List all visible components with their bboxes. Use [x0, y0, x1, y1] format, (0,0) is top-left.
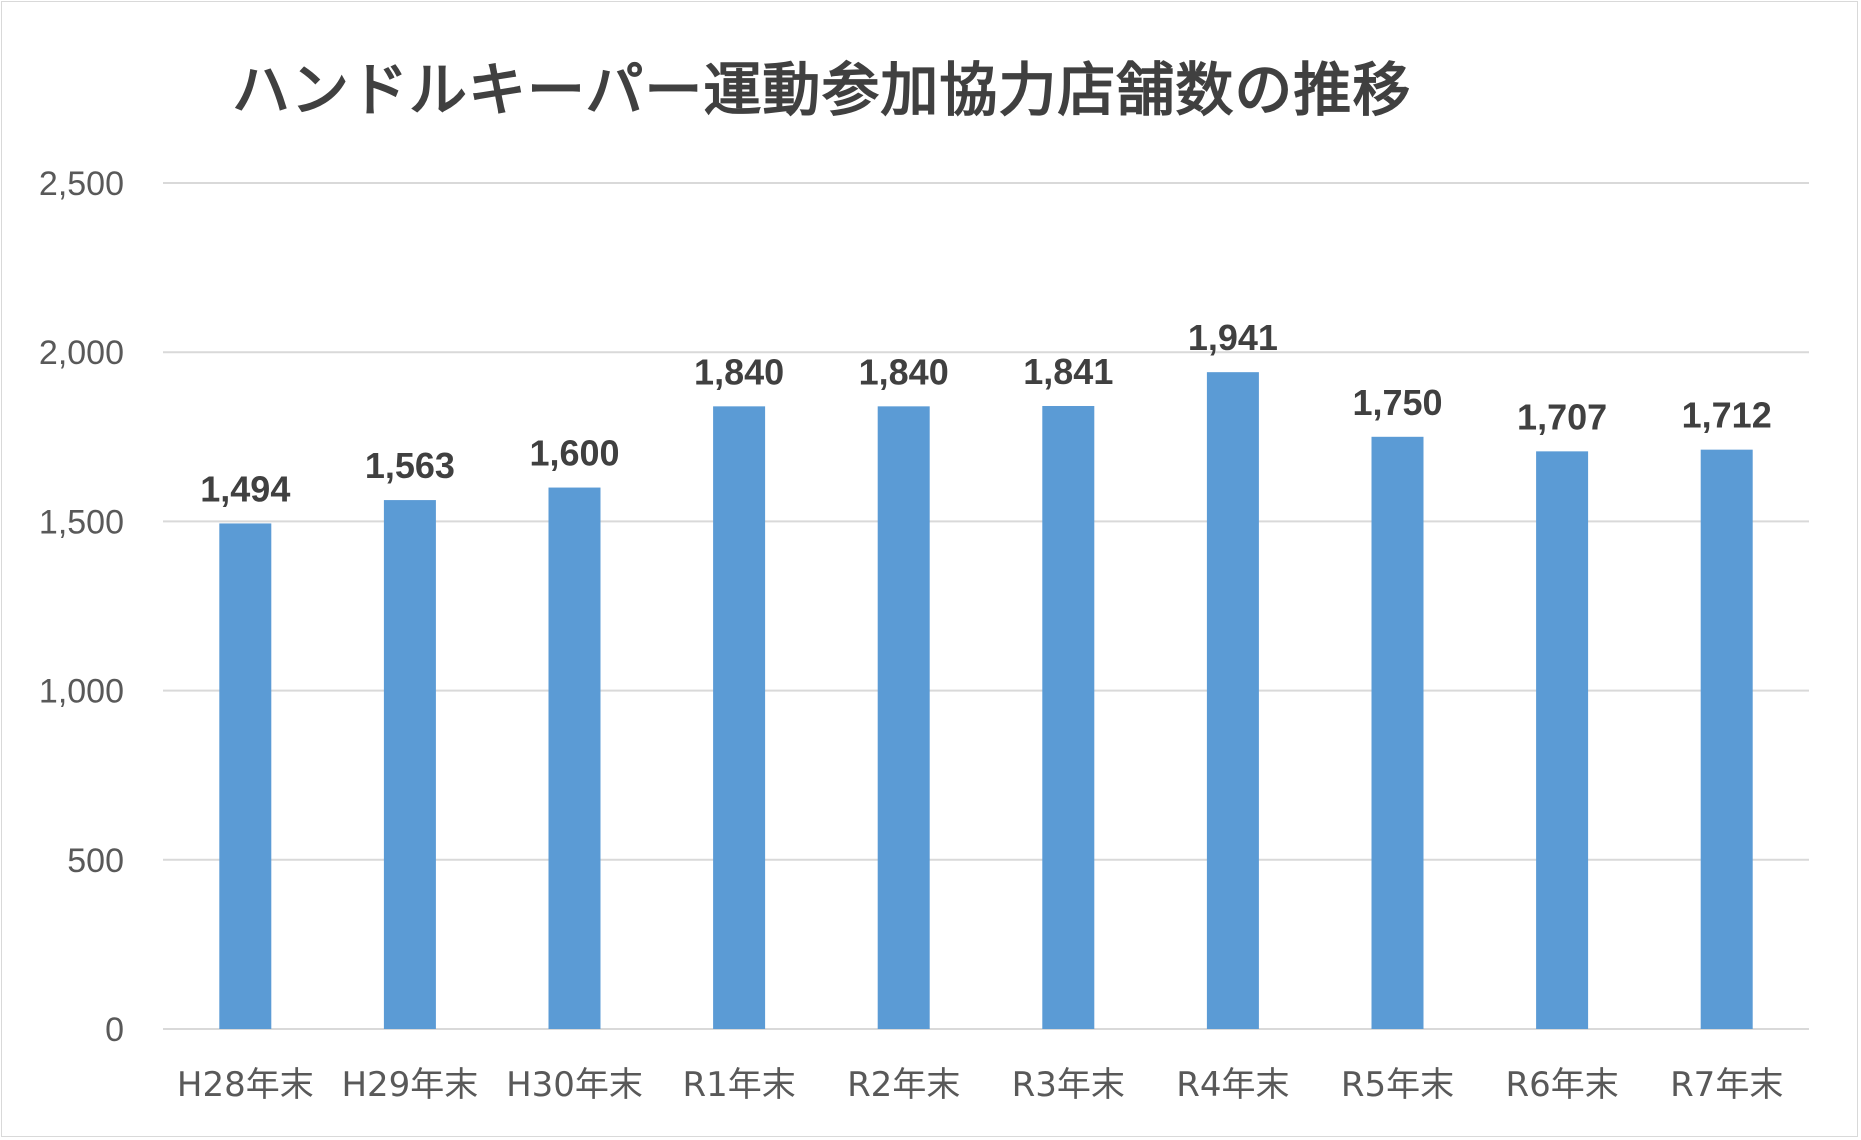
- y-tick-label: 0: [105, 1011, 124, 1049]
- bar: [383, 500, 436, 1029]
- y-tick-label: 500: [67, 842, 124, 880]
- bar: [1206, 372, 1259, 1029]
- data-label: 1,841: [1023, 351, 1113, 392]
- y-tick-label: 2,000: [39, 334, 124, 372]
- chart-title: ハンドルキーパー運動参加協力店舗数の推移: [232, 56, 1412, 124]
- gridlines: [163, 182, 1809, 1030]
- bar: [1371, 436, 1424, 1029]
- x-category-label: R6年末: [1505, 1065, 1618, 1105]
- x-axis-category-labels: H28年末 H29年末 H30年末 R1年末 R2年末 R3年末 R4年末 R5年末 R6年末 R…: [177, 1065, 1783, 1105]
- data-label: 1,840: [859, 351, 949, 392]
- data-label: 1,563: [365, 445, 455, 486]
- x-category-label: H29年末: [341, 1065, 478, 1105]
- data-label: 1,941: [1188, 317, 1278, 358]
- data-label: 1,707: [1517, 396, 1607, 437]
- bar: [1536, 451, 1589, 1029]
- bar: [1700, 449, 1753, 1030]
- data-label: 1,712: [1682, 395, 1772, 436]
- x-category-label: R3年末: [1012, 1065, 1125, 1105]
- data-label: 1,750: [1352, 382, 1442, 423]
- x-category-label: R7年末: [1670, 1065, 1783, 1105]
- x-category-label: H28年末: [177, 1065, 314, 1105]
- data-label: 1,600: [529, 433, 619, 474]
- data-labels: 1,494 1,563 1,600 1,840 1,840 1,841 1,941 1,750…: [200, 317, 1771, 509]
- bar: [713, 406, 766, 1029]
- y-tick-label: 2,500: [39, 165, 124, 203]
- data-label: 1,840: [694, 351, 784, 392]
- bar: [219, 523, 272, 1029]
- x-category-label: R1年末: [682, 1065, 795, 1105]
- x-category-label: R4年末: [1176, 1065, 1289, 1105]
- bar: [548, 487, 601, 1029]
- y-tick-label: 1,000: [39, 673, 124, 711]
- x-category-label: H30年末: [506, 1065, 643, 1105]
- bar: [1042, 406, 1095, 1029]
- data-label: 1,494: [200, 468, 290, 509]
- y-tick-label: 1,500: [39, 503, 124, 541]
- x-category-label: R2年末: [847, 1065, 960, 1105]
- x-category-label: R5年末: [1341, 1065, 1454, 1105]
- bar: [877, 406, 930, 1029]
- y-axis-tick-labels: 0 500 1,000 1,500 2,000 2,500: [39, 165, 124, 1049]
- bars: [219, 372, 1753, 1030]
